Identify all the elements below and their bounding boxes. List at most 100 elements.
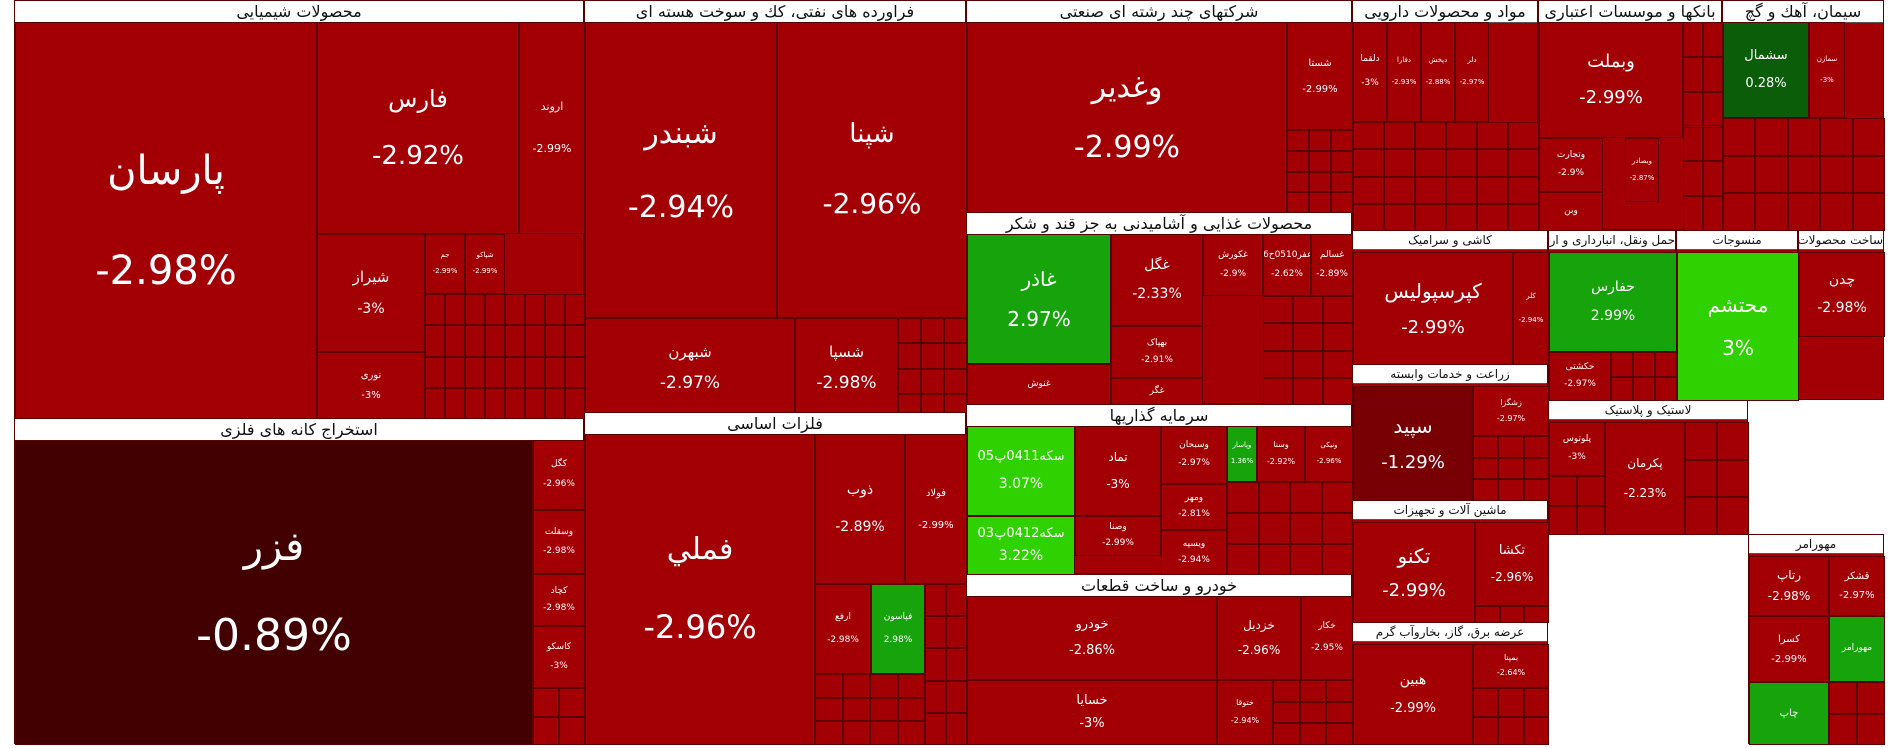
stock-tile[interactable]: وسنا -2.92%	[1257, 426, 1305, 482]
stock-tile[interactable]: وغدیر -2.99%	[967, 22, 1287, 213]
stock-tile[interactable]: وبصادر -2.87%	[1625, 138, 1659, 202]
stock-tile[interactable]: سکه0412پ03 3.22%	[967, 516, 1075, 575]
stock-tile[interactable]: دلر -2.97%	[1455, 22, 1489, 122]
stock-tile[interactable]: وسقلت -2.98%	[533, 510, 585, 574]
stock-tile[interactable]: فپاسون 2.98%	[871, 584, 925, 674]
stock-tile[interactable]: غاذر 2.97%	[967, 234, 1111, 364]
stock-tile[interactable]: حکشتی -2.97%	[1549, 352, 1611, 401]
stock-tile[interactable]: پکرمان -2.23%	[1605, 422, 1685, 535]
stock-change: -2.97%	[1459, 78, 1485, 86]
stock-change: 3.22%	[998, 547, 1044, 564]
stock-tile[interactable]: غسالم -2.89%	[1311, 234, 1353, 296]
stock-tile[interactable]: غگل -2.33%	[1111, 234, 1203, 326]
stock-tile[interactable]: شپاکو -2.99%	[465, 234, 505, 294]
minor-tile	[870, 697, 898, 722]
stock-tile[interactable]: سشمال 0.28%	[1723, 22, 1809, 118]
stock-change: -2.98%	[543, 545, 575, 556]
stock-tile[interactable]: ویسپه -2.94%	[1161, 530, 1227, 575]
minor-tile	[1655, 352, 1677, 377]
stock-tile[interactable]: ذوب -2.89%	[815, 434, 905, 584]
stock-tile[interactable]: زشگزا -2.97%	[1473, 386, 1549, 436]
stock-tile[interactable]: خکار -2.95%	[1301, 596, 1353, 680]
stock-tile[interactable]: سمازن -3%	[1809, 22, 1845, 118]
stock-tile[interactable]: نوری -3%	[317, 352, 425, 419]
stock-tile[interactable]: وبملت -2.99%	[1539, 22, 1683, 138]
stock-tile[interactable]: شستا -2.99%	[1287, 22, 1353, 130]
stock-tile[interactable]: محتشم 3%	[1677, 252, 1799, 401]
minor-tile	[1683, 91, 1703, 127]
stock-change: -2.98%	[1767, 589, 1811, 603]
stock-tile[interactable]: كگل -2.96%	[533, 440, 585, 510]
stock-symbol: بمپنا	[1503, 653, 1519, 663]
stock-tile[interactable]: جم -2.99%	[425, 234, 465, 294]
stock-tile[interactable]: دفارا -2.93%	[1387, 22, 1421, 122]
stock-tile[interactable]: خسایا -3%	[967, 680, 1217, 745]
stock-symbol: چدن	[1828, 272, 1856, 289]
stock-tile[interactable]: ومهر -2.81%	[1161, 484, 1227, 530]
minor-tile	[1309, 171, 1331, 193]
stock-tile[interactable]: شپنا -2.96%	[777, 22, 967, 318]
stock-tile[interactable]: حفارس 2.99%	[1549, 252, 1677, 352]
stock-tile[interactable]: کپرسپولیس -2.99%	[1353, 252, 1513, 365]
stock-tile[interactable]: غگر	[1111, 378, 1203, 405]
stock-tile[interactable]: ونیکی -2.96%	[1305, 426, 1353, 482]
stock-tile[interactable]: شبهرن -2.97%	[585, 318, 795, 419]
stock-tile[interactable]: فارس -2.92%	[317, 22, 519, 234]
stock-tile[interactable]: بمپنا -2.64%	[1473, 644, 1549, 688]
stock-tile[interactable]: دلقما -3%	[1353, 22, 1387, 122]
stock-tile[interactable]: رتاپ -2.98%	[1749, 556, 1829, 616]
minor-tile	[842, 674, 870, 698]
stock-symbol: وبملت	[1587, 51, 1635, 73]
stock-tile[interactable]: تماد -3%	[1075, 426, 1161, 516]
minor-tile	[1477, 176, 1508, 204]
stock-tile[interactable]: دپخش -2.88%	[1421, 22, 1455, 122]
stock-tile[interactable]: فملي -2.96%	[585, 434, 815, 745]
minor-tile	[842, 721, 870, 745]
stock-tile[interactable]: کچاد -2.98%	[533, 574, 585, 626]
stock-tile[interactable]: ختوقا -2.94%	[1217, 680, 1273, 745]
stock-tile[interactable]: تکنو -2.99%	[1353, 522, 1475, 623]
stock-tile[interactable]: غنوش	[967, 364, 1111, 405]
stock-tile[interactable]: وسبحان -2.97%	[1161, 426, 1227, 484]
stock-tile[interactable]: هبين -2.99%	[1353, 644, 1473, 745]
stock-tile[interactable]: شیراز -3%	[317, 234, 425, 352]
stock-tile[interactable]: وتجارت -2.9%	[1539, 138, 1603, 192]
minor-tile	[1323, 377, 1353, 405]
stock-tile[interactable]: قشکر -2.97%	[1829, 556, 1885, 616]
minor-tile	[1321, 544, 1353, 575]
stock-tile[interactable]: ارفع -2.98%	[815, 584, 871, 674]
stock-tile[interactable]: کلر -2.94%	[1513, 252, 1549, 365]
stock-tile[interactable]: پلوتوس -3%	[1549, 422, 1605, 476]
stock-tile[interactable]: کسرا -2.99%	[1749, 616, 1829, 682]
stock-tile[interactable]: سکه0411پ05 3.07%	[967, 426, 1075, 516]
stock-tile[interactable]: پارسان -2.98%	[15, 22, 317, 419]
stock-tile[interactable]: فزر -0.89%	[15, 440, 533, 745]
stock-tile[interactable]: شبندر -2.94%	[585, 22, 777, 318]
stock-tile[interactable]: زعفر0510ح26 -2.62%	[1263, 234, 1311, 296]
stock-tile[interactable]: شسپا -2.98%	[795, 318, 898, 419]
stock-tile[interactable]: کاسکو -3%	[533, 626, 585, 688]
stock-tile[interactable]: اروند -2.99%	[519, 22, 585, 234]
minor-tile	[425, 356, 445, 388]
stock-tile[interactable]: غکورش -2.9%	[1203, 234, 1263, 296]
stock-tile[interactable]: وصنا -2.99%	[1075, 516, 1161, 556]
stock-symbol: هبين	[1399, 671, 1427, 688]
stock-tile[interactable]: خزدیل -2.96%	[1217, 596, 1301, 680]
stock-tile[interactable]: تکشا -2.96%	[1475, 522, 1549, 606]
minor-tile	[1499, 606, 1525, 623]
stock-tile[interactable]: چاپ	[1749, 682, 1829, 745]
stock-tile[interactable]: فولاد -2.99%	[905, 434, 967, 584]
stock-tile[interactable]: وبن	[1539, 192, 1603, 231]
minor-tile	[897, 721, 925, 745]
stock-change: -2.99%	[1771, 653, 1807, 665]
stock-tile[interactable]: وپاسار 1.36%	[1227, 426, 1257, 482]
stock-symbol: اروند	[540, 99, 564, 113]
stock-tile[interactable]: چدن -2.98%	[1799, 252, 1885, 337]
minor-tile	[445, 325, 465, 357]
stock-tile[interactable]: مهورامر	[1829, 616, 1885, 682]
stock-tile[interactable]: سپید -1.29%	[1353, 386, 1473, 501]
stock-tile[interactable]: خودرو -2.86%	[967, 596, 1217, 680]
stock-tile[interactable]: بهپاک -2.91%	[1111, 326, 1203, 378]
sector: مهورامر رتاپ -2.98% قشکر -2.97% کسرا -2.99% چاپ…	[1748, 534, 1885, 745]
stock-symbol: تکنو	[1397, 543, 1431, 568]
